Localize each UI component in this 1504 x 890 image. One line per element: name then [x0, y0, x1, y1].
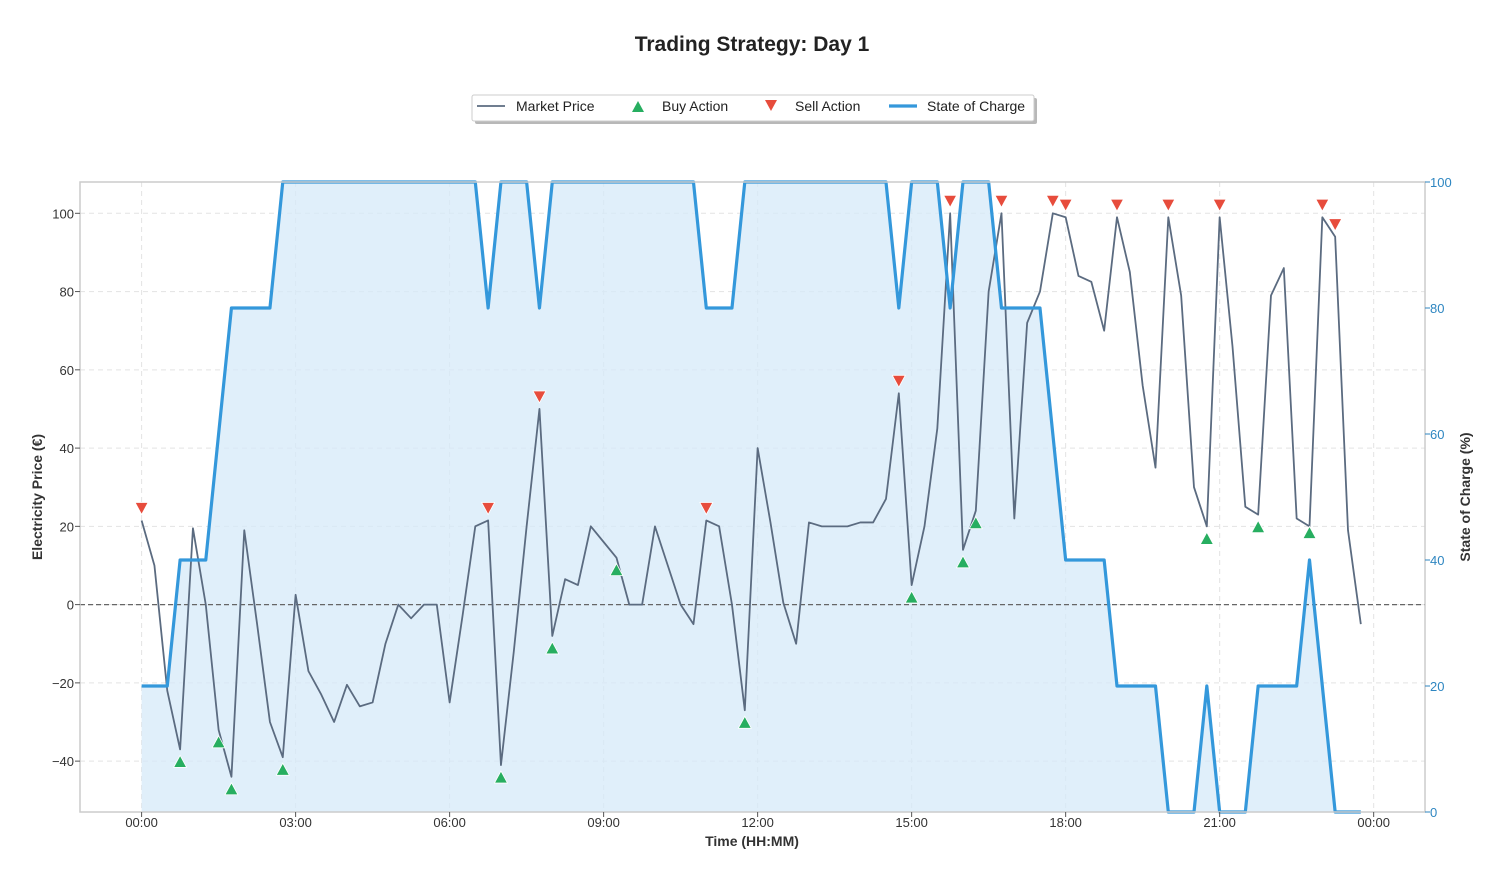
legend-label: Market Price [516, 98, 595, 114]
legend-sell-swatch [765, 100, 777, 111]
y2-tick-label: 40 [1430, 553, 1444, 568]
legend: Market Price Buy Action Sell Action State o… [471, 94, 1037, 124]
y2-tick-label: 100 [1430, 175, 1452, 190]
buy-marker [609, 562, 624, 577]
sell-marker [1045, 194, 1060, 209]
y-tick-label: 100 [52, 206, 74, 221]
y2-tick-label: 0 [1430, 805, 1437, 820]
x-tick-label: 12:00 [741, 815, 774, 830]
x-tick-label: 00:00 [1357, 815, 1390, 830]
x-tick-label: 18:00 [1049, 815, 1082, 830]
x-tick-label: 00:00 [125, 815, 158, 830]
sell-marker [1058, 198, 1073, 213]
sell-marker [699, 502, 714, 516]
y-axis-label: Electricity Price (€) [29, 434, 45, 560]
buy-marker [545, 641, 560, 655]
legend-label: Buy Action [662, 98, 728, 114]
buy-marker [224, 781, 239, 796]
buy-marker [1199, 531, 1214, 545]
y2-tick-label: 60 [1430, 427, 1444, 442]
buy-marker [275, 762, 290, 776]
x-tick-label: 09:00 [587, 815, 620, 830]
sell-marker [480, 502, 496, 516]
buy-marker [955, 554, 971, 569]
y-tick-label: 80 [60, 285, 74, 300]
x-axis: 00:00 03:00 06:00 09:00 12:00 15:00 18:00 21:00… [125, 812, 1390, 830]
legend-label: State of Charge [927, 98, 1025, 114]
legend-buy-swatch [632, 101, 644, 112]
sell-marker [1315, 198, 1330, 213]
x-tick-label: 06:00 [433, 815, 466, 830]
price-line [140, 212, 1362, 778]
sell-marker [994, 194, 1009, 209]
y2-tick-label: 80 [1430, 301, 1444, 316]
plot-frame [79, 181, 1426, 813]
buy-marker [1250, 519, 1266, 534]
y2-tick-label: 20 [1430, 679, 1444, 694]
y-tick-label: 0 [67, 598, 74, 613]
y-axis-left: −40 −20 0 20 40 60 80 100 [52, 206, 80, 769]
sell-marker [532, 390, 547, 404]
chart-title: Trading Strategy: Day 1 [635, 33, 870, 56]
y-tick-label: −20 [52, 676, 74, 691]
x-tick-label: 15:00 [895, 815, 928, 830]
x-tick-label: 21:00 [1203, 815, 1236, 830]
sell-marker [891, 374, 906, 389]
legend-box [471, 94, 1035, 122]
buy-marker [968, 515, 983, 530]
soc-area [141, 182, 1361, 812]
legend-label: Sell Action [795, 98, 860, 114]
sell-marker [1161, 198, 1176, 213]
buy-marker [211, 734, 226, 749]
y2-axis-label: State of Charge (%) [1457, 432, 1473, 561]
action-markers [134, 194, 1343, 796]
x-tick-label: 03:00 [279, 815, 312, 830]
buy-marker [904, 590, 919, 604]
buy-marker [493, 770, 509, 784]
buy-marker [1302, 525, 1317, 539]
y-tick-label: 60 [60, 363, 74, 378]
plot-area [79, 180, 1426, 814]
y-tick-label: 40 [60, 441, 74, 456]
sell-marker [1109, 198, 1125, 213]
x-axis-label: Time (HH:MM) [705, 833, 799, 849]
y-tick-label: 20 [60, 519, 74, 534]
sell-marker [1212, 198, 1227, 213]
sell-marker [942, 194, 958, 209]
sell-marker [1327, 218, 1343, 232]
y-tick-label: −40 [52, 754, 74, 769]
sell-marker [134, 502, 149, 516]
buy-marker [172, 754, 188, 768]
buy-marker [737, 715, 752, 729]
y-axis-right: 0 20 40 60 80 100 [1425, 175, 1452, 820]
